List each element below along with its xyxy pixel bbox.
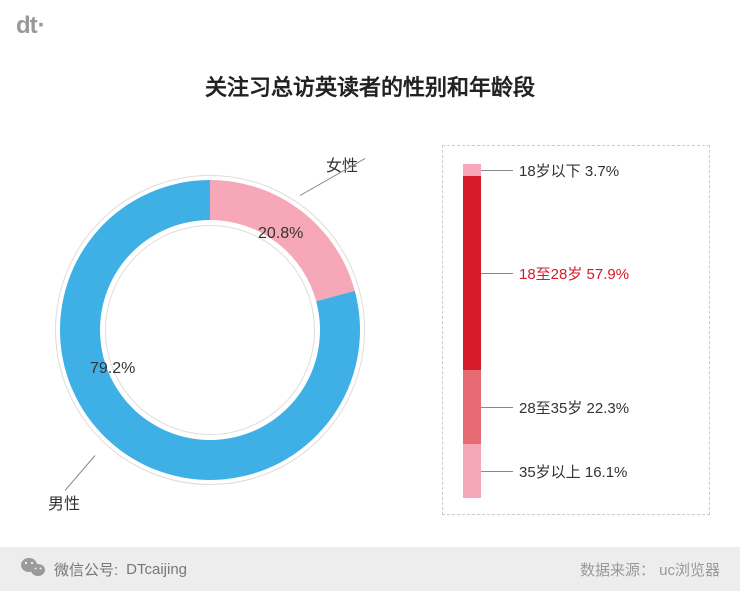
footer-left-value: DTcaijing — [126, 561, 187, 578]
footer-left: 微信公号: DTcaijing — [20, 556, 187, 582]
age-segment-2 — [463, 370, 481, 444]
age-label-row-0: 18岁以下 3.7% — [519, 160, 619, 181]
brand-text: dt — [16, 12, 37, 39]
age-range-value: 3.7% — [581, 163, 619, 180]
age-range-label: 18至28岁 — [519, 266, 582, 283]
age-range-value: 57.9% — [582, 266, 629, 283]
age-segment-0 — [463, 164, 481, 176]
footer-right: 数据来源： uc浏览器 — [580, 559, 720, 580]
age-stacked-bar — [463, 164, 481, 498]
brand-logo: dt· — [16, 12, 45, 40]
age-label-row-3: 35岁以上 16.1% — [519, 461, 627, 482]
age-tick — [481, 407, 513, 408]
donut-inner-border — [105, 225, 315, 435]
donut-female-value-label: 20.8% — [258, 225, 303, 243]
footer-left-label: 微信公号: — [54, 559, 118, 580]
age-label-row-1: 18至28岁 57.9% — [519, 263, 629, 284]
footer-bar: 微信公号: DTcaijing 数据来源： uc浏览器 — [0, 547, 740, 591]
age-range-value: 22.3% — [582, 400, 629, 417]
age-tick — [481, 273, 513, 274]
chart-title: 关注习总访英读者的性别和年龄段 — [0, 70, 740, 102]
footer-right-label: 数据来源： — [580, 562, 655, 579]
donut-male-name-label: 男性 — [48, 490, 80, 514]
age-label-row-2: 28至35岁 22.3% — [519, 397, 629, 418]
gender-donut-chart — [50, 170, 370, 490]
age-range-label: 28至35岁 — [519, 400, 582, 417]
age-range-label: 18岁以下 — [519, 163, 581, 180]
age-segment-1 — [463, 176, 481, 369]
age-range-label: 35岁以上 — [519, 464, 581, 481]
age-tick — [481, 471, 513, 472]
age-range-value: 16.1% — [581, 464, 628, 481]
age-segment-3 — [463, 444, 481, 498]
footer-right-value: uc浏览器 — [659, 562, 720, 579]
donut-male-value-label: 79.2% — [90, 360, 135, 378]
age-tick — [481, 170, 513, 171]
wechat-icon — [20, 556, 46, 582]
age-distribution-panel: 18岁以下 3.7% 18至28岁 57.9% 28至35岁 22.3% 35岁以上 … — [442, 145, 710, 515]
brand-dot: · — [38, 12, 45, 39]
